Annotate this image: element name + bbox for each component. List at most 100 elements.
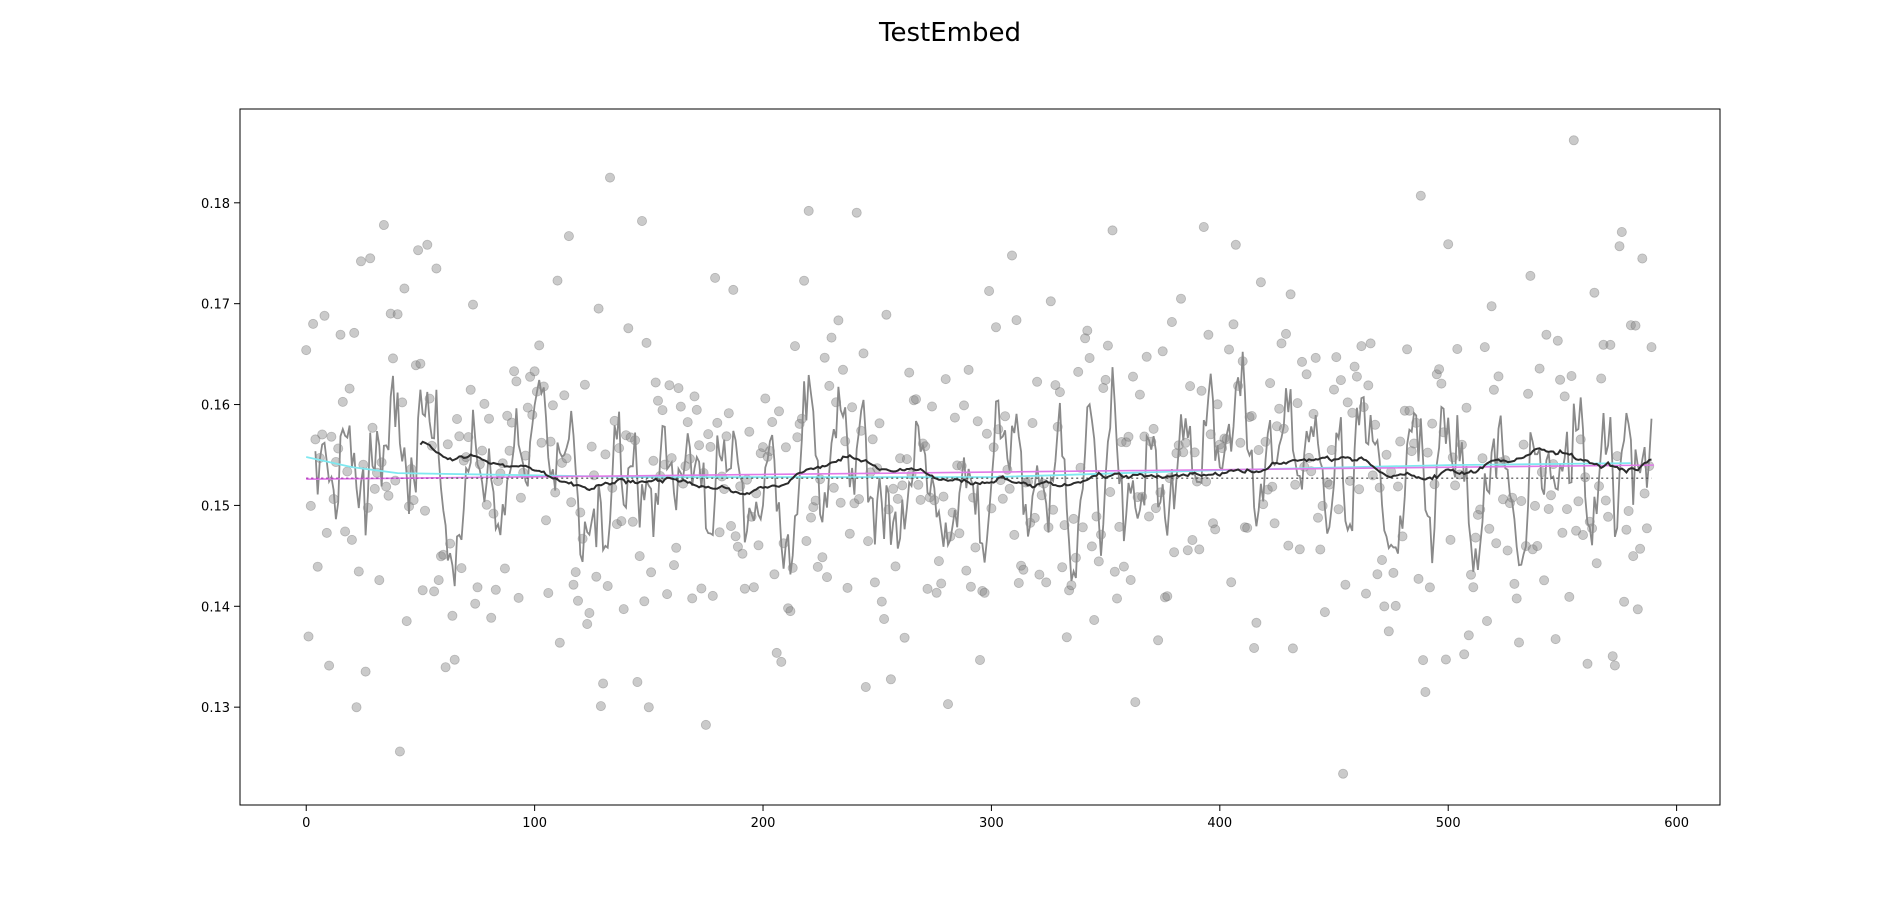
scatter-point [657,405,668,416]
scatter-point [490,584,501,595]
scatter-point [1313,512,1324,523]
scatter-point [721,431,732,442]
scatter-point [360,666,371,677]
scatter-point [1162,591,1173,602]
scatter-point [1118,561,1129,572]
plot-frame [239,108,1721,806]
scatter-points [301,135,1657,779]
scatter-point [401,616,412,627]
scatter-point [1484,523,1495,534]
scatter-point [1614,241,1625,252]
scatter-point [509,366,520,377]
scatter-point [1251,617,1262,628]
scatter-point [650,377,661,388]
scatter-point [913,479,924,490]
scatter-point [1463,630,1474,641]
scatter-point [1061,632,1072,643]
scatter-point [869,577,880,588]
scatter-point [637,215,648,226]
scatter-point [472,582,483,593]
scatter-point [374,575,385,586]
scatter-point [1356,341,1367,352]
scatter-point [449,654,460,665]
magenta-trend-line [306,464,1654,480]
scatter-point [847,402,858,413]
scatter-point [559,390,570,401]
scatter-point [643,702,654,713]
scatter-point [1066,580,1077,591]
scatter-point [621,430,632,441]
scatter-point [790,341,801,352]
scatter-point [481,499,492,510]
scatter-point [803,205,814,216]
scatter-point [1514,637,1525,648]
scatter-point [1351,371,1362,382]
scatter-point [689,391,700,402]
scatter-point [1253,444,1264,455]
scatter-point [965,581,976,592]
scatter-point [897,480,908,491]
scatter-point [755,448,766,459]
scatter-point [1532,541,1543,552]
scatter-point [783,603,794,614]
scatter-point [758,442,769,453]
scatter-point [748,582,759,593]
scatter-point [305,500,316,511]
scatter-point [413,245,424,256]
scatter-point [1210,524,1221,535]
scatter-point [1582,658,1593,669]
scatter-point [634,551,645,562]
scatter-point [1591,558,1602,569]
scatter-point [1224,344,1235,355]
scatter-point [1057,562,1068,573]
scatter-point [422,239,433,250]
scatter-point [522,402,533,413]
scatter-point [525,371,536,382]
scatter-point [618,604,629,615]
scatter-point [1479,342,1490,353]
scatter-point [1228,319,1239,330]
scatter-point [1271,421,1282,432]
scatter-point [927,401,938,412]
scatter-point [454,431,465,442]
scatter-point [595,701,606,712]
scatter-point [1249,643,1260,654]
scatter-point [1466,569,1477,580]
scatter-point [1571,525,1582,536]
scatter-point [301,345,312,356]
scatter-point [605,172,616,183]
scatter-point [1427,418,1438,429]
scatter-point [1194,544,1205,555]
scatter-point [819,352,830,363]
x-tick-label: 300 [979,816,1004,831]
scatter-point [1310,352,1321,363]
scatter-point [1290,479,1301,490]
scatter-point [961,565,972,576]
scatter-point [901,454,912,465]
scatter-point [1100,374,1111,385]
scatter-point [1153,635,1164,646]
x-tick-label: 500 [1436,816,1461,831]
scatter-point [1641,523,1652,534]
scatter-point [977,586,988,597]
scatter-point [351,702,362,713]
scatter-point [1230,239,1241,250]
scatter-point [1564,591,1575,602]
scatter-point [662,589,673,600]
scatter-point [1413,573,1424,584]
scatter-point [1557,527,1568,538]
scatter-point [1625,320,1636,331]
scatter-point [890,561,901,572]
y-tick-label: 0.13 [201,701,230,716]
scatter-point [1477,453,1488,464]
scatter-point [700,719,711,730]
x-tick-label: 100 [522,816,547,831]
scatter-point [317,429,328,440]
scatter-point [1239,522,1250,533]
scatter-point [1189,447,1200,458]
y-tick-label: 0.17 [201,298,230,313]
scatter-point [1169,547,1180,558]
scatter-point [1552,335,1563,346]
scatter-point [664,380,675,391]
scatter-point [1443,239,1454,250]
